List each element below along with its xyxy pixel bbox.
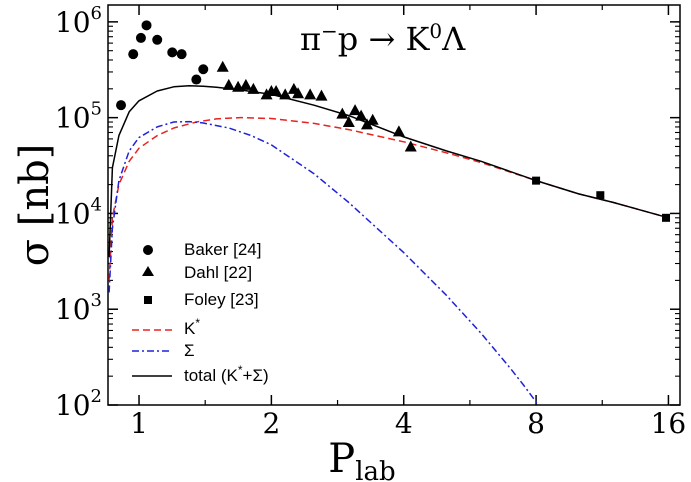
y-tick-label: 104 [55, 194, 102, 230]
data-point-square [532, 176, 541, 185]
data-point-triangle [336, 107, 349, 119]
data-point-triangle [360, 118, 373, 130]
y-axis-label: σ [nb] [12, 144, 58, 267]
data-point-square [596, 191, 605, 200]
x-tick-label: 2 [262, 407, 280, 440]
chart-title: π−p → K0Λ [300, 19, 466, 58]
data-point-triangle [404, 140, 417, 152]
data-point-triangle [392, 125, 405, 137]
data-point-triangle [279, 88, 292, 100]
data-point-circle [198, 64, 209, 75]
legend-symbol-baker [143, 245, 153, 255]
legend-label-dahl: Dahl [22] [184, 263, 252, 282]
plot-frame [107, 4, 681, 406]
x-tick-label: 8 [527, 407, 545, 440]
data-point-circle [176, 49, 187, 60]
legend-label-sigma: Σ [184, 341, 195, 360]
x-axis-label: Plab [328, 436, 395, 482]
legend-label-foley: Foley [23] [184, 290, 259, 309]
data-point-circle [167, 47, 178, 58]
legend-label-total: total (K*+Σ) [184, 363, 269, 385]
data-point-triangle [247, 82, 260, 94]
data-point-circle [152, 34, 163, 45]
data-point-square [662, 213, 671, 222]
data-point-triangle [216, 60, 229, 72]
legend-symbol-foley [144, 296, 152, 304]
data-point-triangle [292, 87, 305, 99]
data-point-triangle [349, 104, 362, 116]
data-point-triangle [239, 78, 252, 90]
series-line-dashdot [108, 120, 540, 406]
data-point-triangle [315, 89, 328, 101]
data-point-circle [128, 49, 139, 60]
data-point-triangle [366, 113, 379, 125]
x-tick-label: 4 [395, 407, 413, 440]
legend-label-kstar: K* [184, 316, 200, 338]
legend-symbol-dahl [142, 266, 154, 276]
data-point-triangle [304, 88, 317, 100]
y-tick-label: 102 [55, 386, 102, 422]
y-tick-label: 105 [55, 99, 102, 135]
data-point-circle [135, 32, 146, 43]
x-tick-label: 16 [651, 407, 687, 440]
y-tick-label: 103 [55, 290, 102, 326]
data-point-circle [141, 20, 152, 31]
y-tick-label: 106 [55, 3, 102, 39]
data-point-circle [116, 100, 127, 111]
data-point-circle [191, 74, 202, 85]
legend: Baker [24] Dahl [22] Foley [23] K* Σ tot… [132, 240, 269, 385]
legend-label-baker: Baker [24] [184, 240, 262, 259]
data-point-triangle [342, 116, 355, 128]
series-line-solid [108, 85, 669, 258]
data-point-triangle [355, 109, 368, 121]
data-point-triangle [222, 78, 235, 90]
x-tick-label: 1 [130, 407, 148, 440]
data-point-triangle [270, 84, 283, 96]
